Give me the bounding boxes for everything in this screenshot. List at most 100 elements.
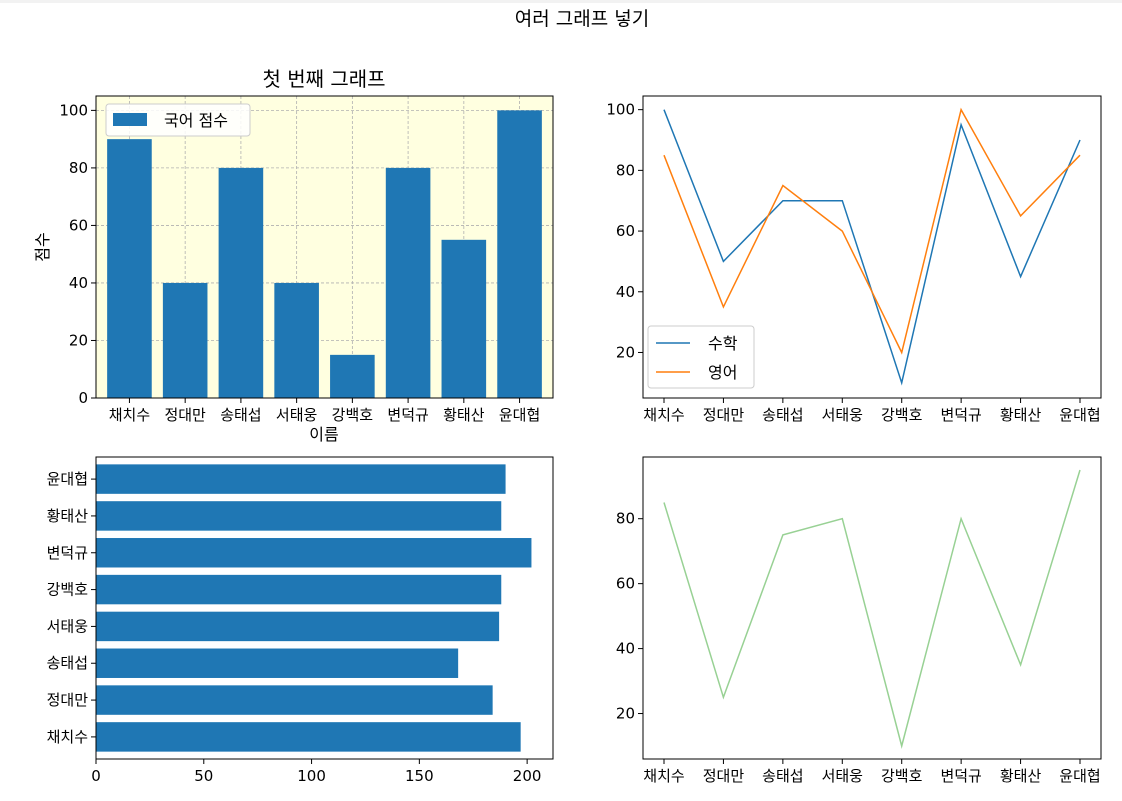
bar: [162, 282, 208, 398]
y-tick-label: 60: [616, 575, 635, 593]
x-tick-label: 채치수: [109, 406, 150, 424]
bar: [385, 167, 431, 398]
x-tick-label: 송태섭: [762, 406, 803, 424]
axes-spines: [95, 456, 554, 760]
hbar: [96, 501, 502, 531]
chart-panel-2: 20 40 60 80 100 채치수 정대만 송태섭 서태웅 강백호 변덕규 황태산 윤대협 수학 …: [606, 95, 1102, 424]
axes-frame-3: [95, 456, 554, 760]
y-tick-label: 60: [69, 216, 88, 234]
y-axis-label-1: 점수: [33, 232, 52, 261]
y-ticks-2: 20 40 60 80 100: [606, 101, 643, 361]
legend-1: 국어 점수: [105, 103, 251, 137]
bar: [441, 239, 487, 398]
y-tick-label: 정대만: [47, 691, 89, 709]
chart-title-1: 첫 번째 그래프: [262, 67, 385, 91]
y-tick-label: 100: [606, 101, 635, 119]
x-tick-label: 송태섭: [762, 767, 803, 785]
x-tick-label: 강백호: [881, 767, 923, 785]
hbar: [96, 464, 506, 494]
bar: [274, 282, 319, 398]
x-tick-label: 강백호: [332, 406, 374, 424]
x-tick-label: 황태산: [1000, 406, 1042, 424]
x-tick-label: 200: [513, 767, 542, 785]
chart-panel-4: 20 40 60 80 채치수 정대만 송태섭 서태웅 강백호 변덕규 황태산 윤대협: [616, 456, 1102, 785]
y-tick-label: 채치수: [47, 728, 88, 746]
hbar: [96, 685, 493, 715]
legend-swatch-korean: [113, 113, 147, 126]
x-tick-label: 윤대협: [1059, 767, 1100, 785]
green-line: [663, 469, 1081, 749]
english-line: [663, 107, 1081, 355]
x-ticks-2: 채치수 정대만 송태섭 서태웅 강백호 변덕규 황태산 윤대협: [643, 398, 1101, 424]
legend-2: 수학 영어: [647, 325, 755, 389]
line-series-4: [663, 469, 1081, 749]
x-tick-label: 채치수: [643, 767, 684, 785]
x-tick-label: 채치수: [643, 406, 684, 424]
axes-spines: [95, 95, 554, 399]
axes-frame-2: [642, 95, 1102, 399]
hbar: [96, 611, 500, 642]
y-tick-label: 100: [59, 101, 88, 119]
x-tick-label: 황태산: [1000, 767, 1042, 785]
x-tick-label: 변덕규: [940, 767, 981, 785]
axes-spines: [642, 456, 1102, 760]
x-ticks-3: 0 50 100 150 200: [91, 759, 541, 785]
figure-title: 여러 그래프 넣기: [515, 8, 649, 30]
x-ticks-4: 채치수 정대만 송태섭 서태웅 강백호 변덕규 황태산 윤대협: [643, 759, 1101, 785]
bar: [330, 354, 375, 398]
y-tick-label: 20: [616, 343, 635, 361]
legend-label-english: 영어: [708, 363, 737, 382]
chart-panel-3: 채치수 정대만 송태섭 서태웅 강백호 변덕규 황태산 윤대협 0 50 100 150 200: [47, 456, 554, 785]
y-tick-label: 송태섭: [47, 654, 88, 672]
y-tick-label: 강백호: [47, 581, 89, 599]
hbar: [96, 574, 502, 605]
x-tick-label: 150: [405, 767, 434, 785]
legend-label-math: 수학: [708, 334, 738, 353]
x-tick-label: 정대만: [703, 767, 745, 785]
y-tick-label: 80: [616, 161, 635, 179]
hbar: [96, 722, 521, 752]
x-ticks-1: 채치수 정대만 송태섭 서태웅 강백호 변덕규 황태산 윤대협: [109, 398, 540, 424]
x-tick-label: 황태산: [443, 406, 485, 424]
hbar: [96, 648, 459, 678]
bar: [107, 139, 152, 398]
legend-box-2: [647, 325, 755, 389]
hbar: [96, 538, 532, 568]
x-tick-label: 강백호: [881, 406, 923, 424]
y-tick-label: 0: [78, 389, 88, 407]
y-tick-label: 60: [616, 222, 635, 240]
x-axis-label-1: 이름: [309, 425, 338, 444]
y-tick-label: 80: [616, 510, 635, 528]
x-tick-label: 변덕규: [940, 406, 981, 424]
y-ticks-1: 0 20 40 60 80 100: [59, 101, 96, 407]
hbar-series-3: [96, 464, 532, 752]
x-tick-label: 서태웅: [822, 767, 863, 785]
y-tick-label: 40: [616, 283, 635, 301]
x-tick-label: 정대만: [703, 406, 745, 424]
x-tick-label: 정대만: [164, 406, 206, 424]
chart-panel-1: 0 20 40 60 80 100 채치수 정대만 송태섭 서태웅 강백호 변덕규 황태산 윤대협 첫 …: [33, 67, 554, 444]
x-tick-label: 서태웅: [276, 406, 317, 424]
x-tick-label: 윤대협: [499, 406, 540, 424]
bar-series-1: [107, 110, 542, 398]
y-tick-label: 40: [69, 274, 88, 292]
legend-box-1: [105, 103, 251, 137]
y-tick-label: 20: [69, 331, 88, 349]
y-tick-label: 80: [69, 159, 88, 177]
y-tick-label: 변덕규: [47, 544, 88, 562]
axes-frame-4: [642, 456, 1102, 760]
y-tick-label: 황태산: [47, 507, 89, 525]
x-tick-label: 송태섭: [220, 406, 261, 424]
x-tick-label: 변덕규: [387, 406, 428, 424]
x-tick-label: 서태웅: [822, 406, 863, 424]
x-tick-label: 50: [194, 767, 213, 785]
x-tick-label: 0: [91, 767, 101, 785]
y-ticks-3: 채치수 정대만 송태섭 서태웅 강백호 변덕규 황태산 윤대협: [47, 470, 96, 746]
y-tick-label: 40: [616, 640, 635, 658]
x-tick-label: 윤대협: [1059, 406, 1100, 424]
line-series-2: [663, 107, 1081, 386]
bar: [497, 110, 542, 398]
y-tick-label: 20: [616, 705, 635, 723]
legend-label-korean: 국어 점수: [164, 111, 228, 130]
